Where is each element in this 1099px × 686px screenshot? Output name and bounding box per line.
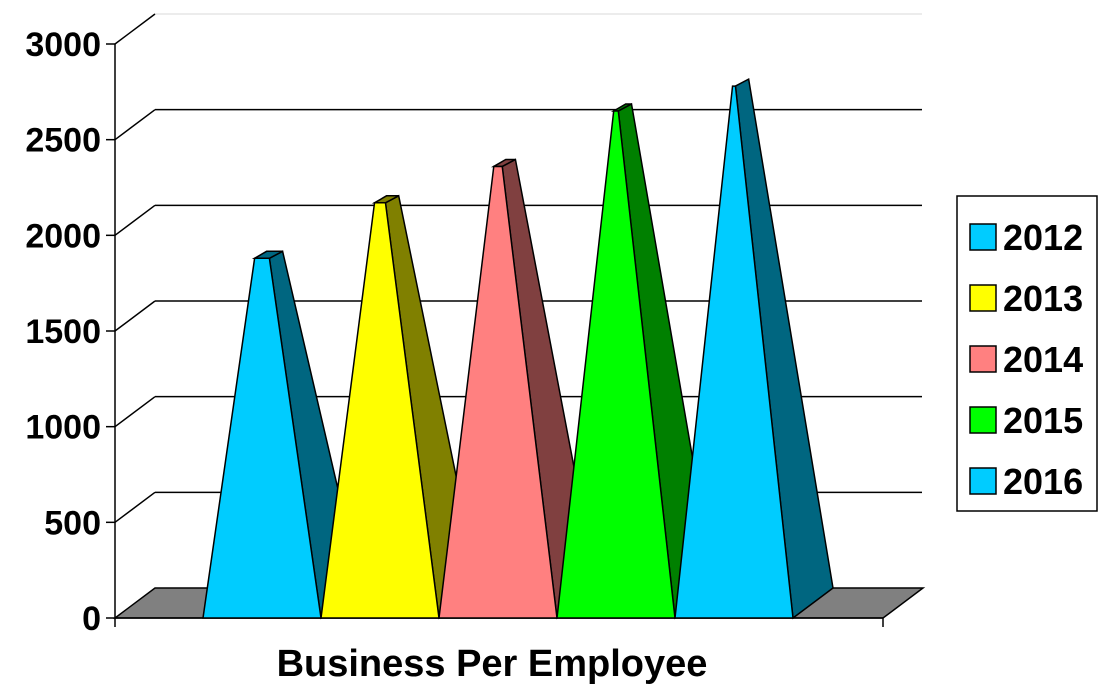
legend-item-2012: 2012 [969,217,1083,258]
bar-front-face [556,110,676,619]
legend-label: 2014 [1003,339,1083,380]
legend-item-2014: 2014 [969,339,1083,380]
bar-front-face [674,85,794,619]
legend-swatch [969,467,997,495]
pyramid-bars [202,77,834,620]
y-tick-label: 2000 [25,217,101,255]
legend-label: 2015 [1003,400,1083,441]
legend-item-2016: 2016 [969,461,1083,502]
legend-item-2015: 2015 [969,400,1083,441]
bar-front-face [202,257,322,619]
gridline [114,13,156,45]
gridline [114,108,922,141]
legend-label: 2013 [1003,278,1083,319]
legend-swatch [969,284,997,312]
bar-2016 [674,77,834,620]
y-tick-label: 0 [82,600,101,638]
x-axis-title: Business Per Employee [277,643,708,685]
legend-swatch [969,223,997,251]
gridline [114,204,922,236]
y-axis-ticks: 0 500 1000 1500 2000 2500 3000 [25,26,115,638]
y-tick-label: 2500 [25,122,101,160]
legend-swatch [969,345,997,373]
y-tick-label: 1500 [25,313,101,351]
legend-label: 2012 [1003,217,1083,258]
bar-front-face [438,165,558,619]
y-tick-label: 1000 [25,409,101,447]
legend-label: 2016 [1003,461,1083,502]
y-tick-label: 500 [44,504,101,542]
y-tick-label: 3000 [25,26,101,64]
legend: 2012 2013 2014 2015 2016 [956,195,1098,512]
legend-item-2013: 2013 [969,278,1083,319]
bar-front-face [320,202,440,619]
legend-swatch [969,406,997,434]
